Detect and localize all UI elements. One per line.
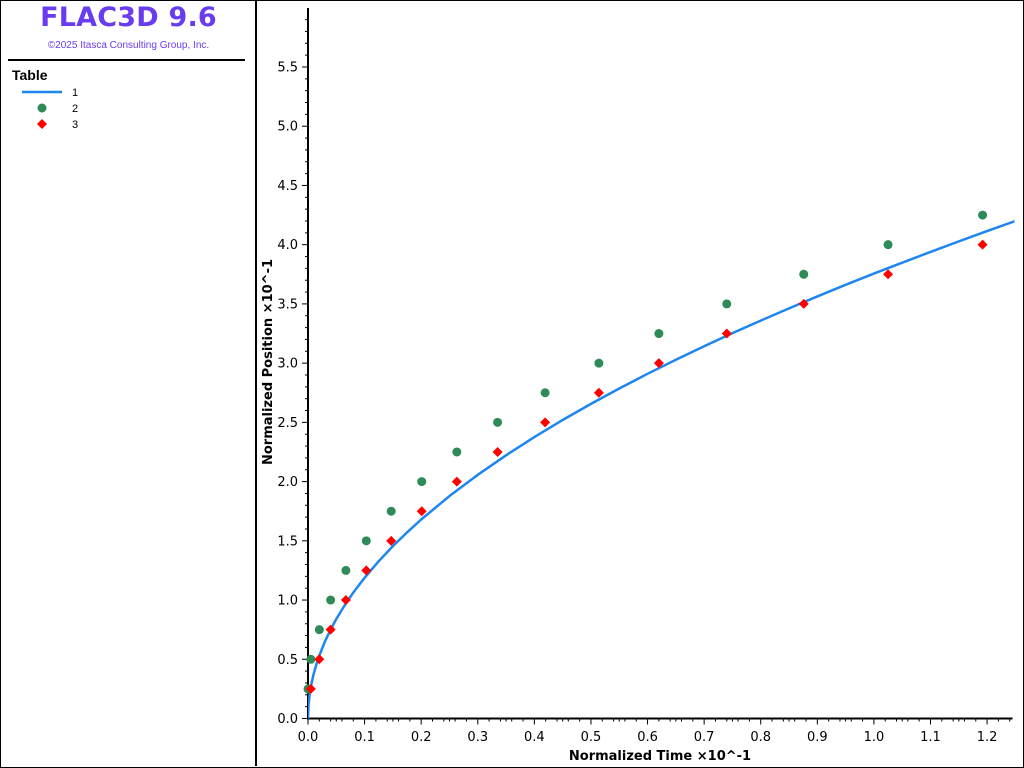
diamond-marker-icon [37,119,47,129]
y-tick-label: 3.0 [277,357,298,372]
series-2-point [306,654,316,664]
x-tick-label: 0.4 [524,730,545,745]
circle-marker-icon [37,103,47,113]
x-tick-label: 1.0 [864,730,885,745]
legend-title: Table [12,67,48,83]
legend-item-3[interactable]: 3 [20,118,140,134]
series-3-point [416,506,427,517]
y-tick-label: 5.0 [277,120,298,135]
app-title: FLAC3D 9.6 [40,2,217,33]
y-tick-label: 1.5 [277,534,298,549]
x-tick-label: 0.7 [694,730,715,745]
x-tick-label: 0.3 [467,730,488,745]
series-3-point [653,358,664,369]
series-3-point [361,565,372,576]
series-3-point [305,683,316,694]
x-tick-label: 0.1 [354,730,375,745]
series-2-point [883,240,893,250]
y-tick-label: 5.5 [277,61,298,76]
series-3-point [540,417,551,428]
series-3-point [977,239,988,250]
series-2-point [540,388,550,398]
series-2-point [361,536,371,546]
y-tick-label: 2.0 [277,475,298,490]
series-2-point [326,595,336,605]
x-tick-label: 0.2 [411,730,432,745]
series-2-point [799,269,809,279]
series-3-point [451,476,462,487]
series-3-point [325,624,336,635]
series-2-point [417,477,427,487]
legend-panel: FLAC3D 9.6 ©2025 Itasca Consulting Group… [0,0,257,766]
series-1-line [308,219,1015,719]
series-3-point [883,269,894,280]
y-tick-label: 3.5 [277,297,298,312]
legend-label: 2 [72,103,79,115]
series-2-point [654,329,664,339]
y-tick-label: 2.5 [277,416,298,431]
x-tick-label: 0.5 [581,730,602,745]
x-tick-label: 0.0 [298,730,319,745]
y-tick-label: 1.0 [277,594,298,609]
series-3-point [593,387,604,398]
x-tick-label: 1.2 [977,730,998,745]
legend-item-2[interactable]: 2 [20,102,140,118]
series-3-point [798,298,809,309]
series-2-point [341,565,351,575]
y-tick-label: 0.5 [277,653,298,668]
x-tick-label: 1.1 [920,730,941,745]
y-tick-label: 0.0 [277,712,298,727]
title-divider [8,59,245,61]
series-2-point [452,447,462,457]
line-swatch-icon [22,90,62,94]
legend-item-1[interactable]: 1 [20,86,140,102]
y-tick-label: 4.0 [277,238,298,253]
series-3-point [314,654,325,665]
x-tick-label: 0.6 [637,730,658,745]
series-3-point [386,535,397,546]
series-2-point [594,358,604,368]
x-tick-label: 0.8 [750,730,771,745]
y-axis-title: Normalized Position ×10^-1 [261,259,276,465]
legend-label: 3 [72,119,79,131]
app-copyright: ©2025 Itasca Consulting Group, Inc. [47,40,210,51]
series-3-point [492,446,503,457]
x-axis-title: Normalized Time ×10^-1 [569,749,751,764]
x-tick-label: 0.9 [807,730,828,745]
series-3-point [721,328,732,339]
series-2-point [386,506,396,516]
series-2-point [978,210,988,220]
legend-label: 1 [72,87,79,99]
series-2-point [493,417,503,427]
series-2-point [722,299,732,309]
y-tick-label: 4.5 [277,179,298,194]
series-2-point [314,625,324,635]
series-3-point [340,595,351,606]
